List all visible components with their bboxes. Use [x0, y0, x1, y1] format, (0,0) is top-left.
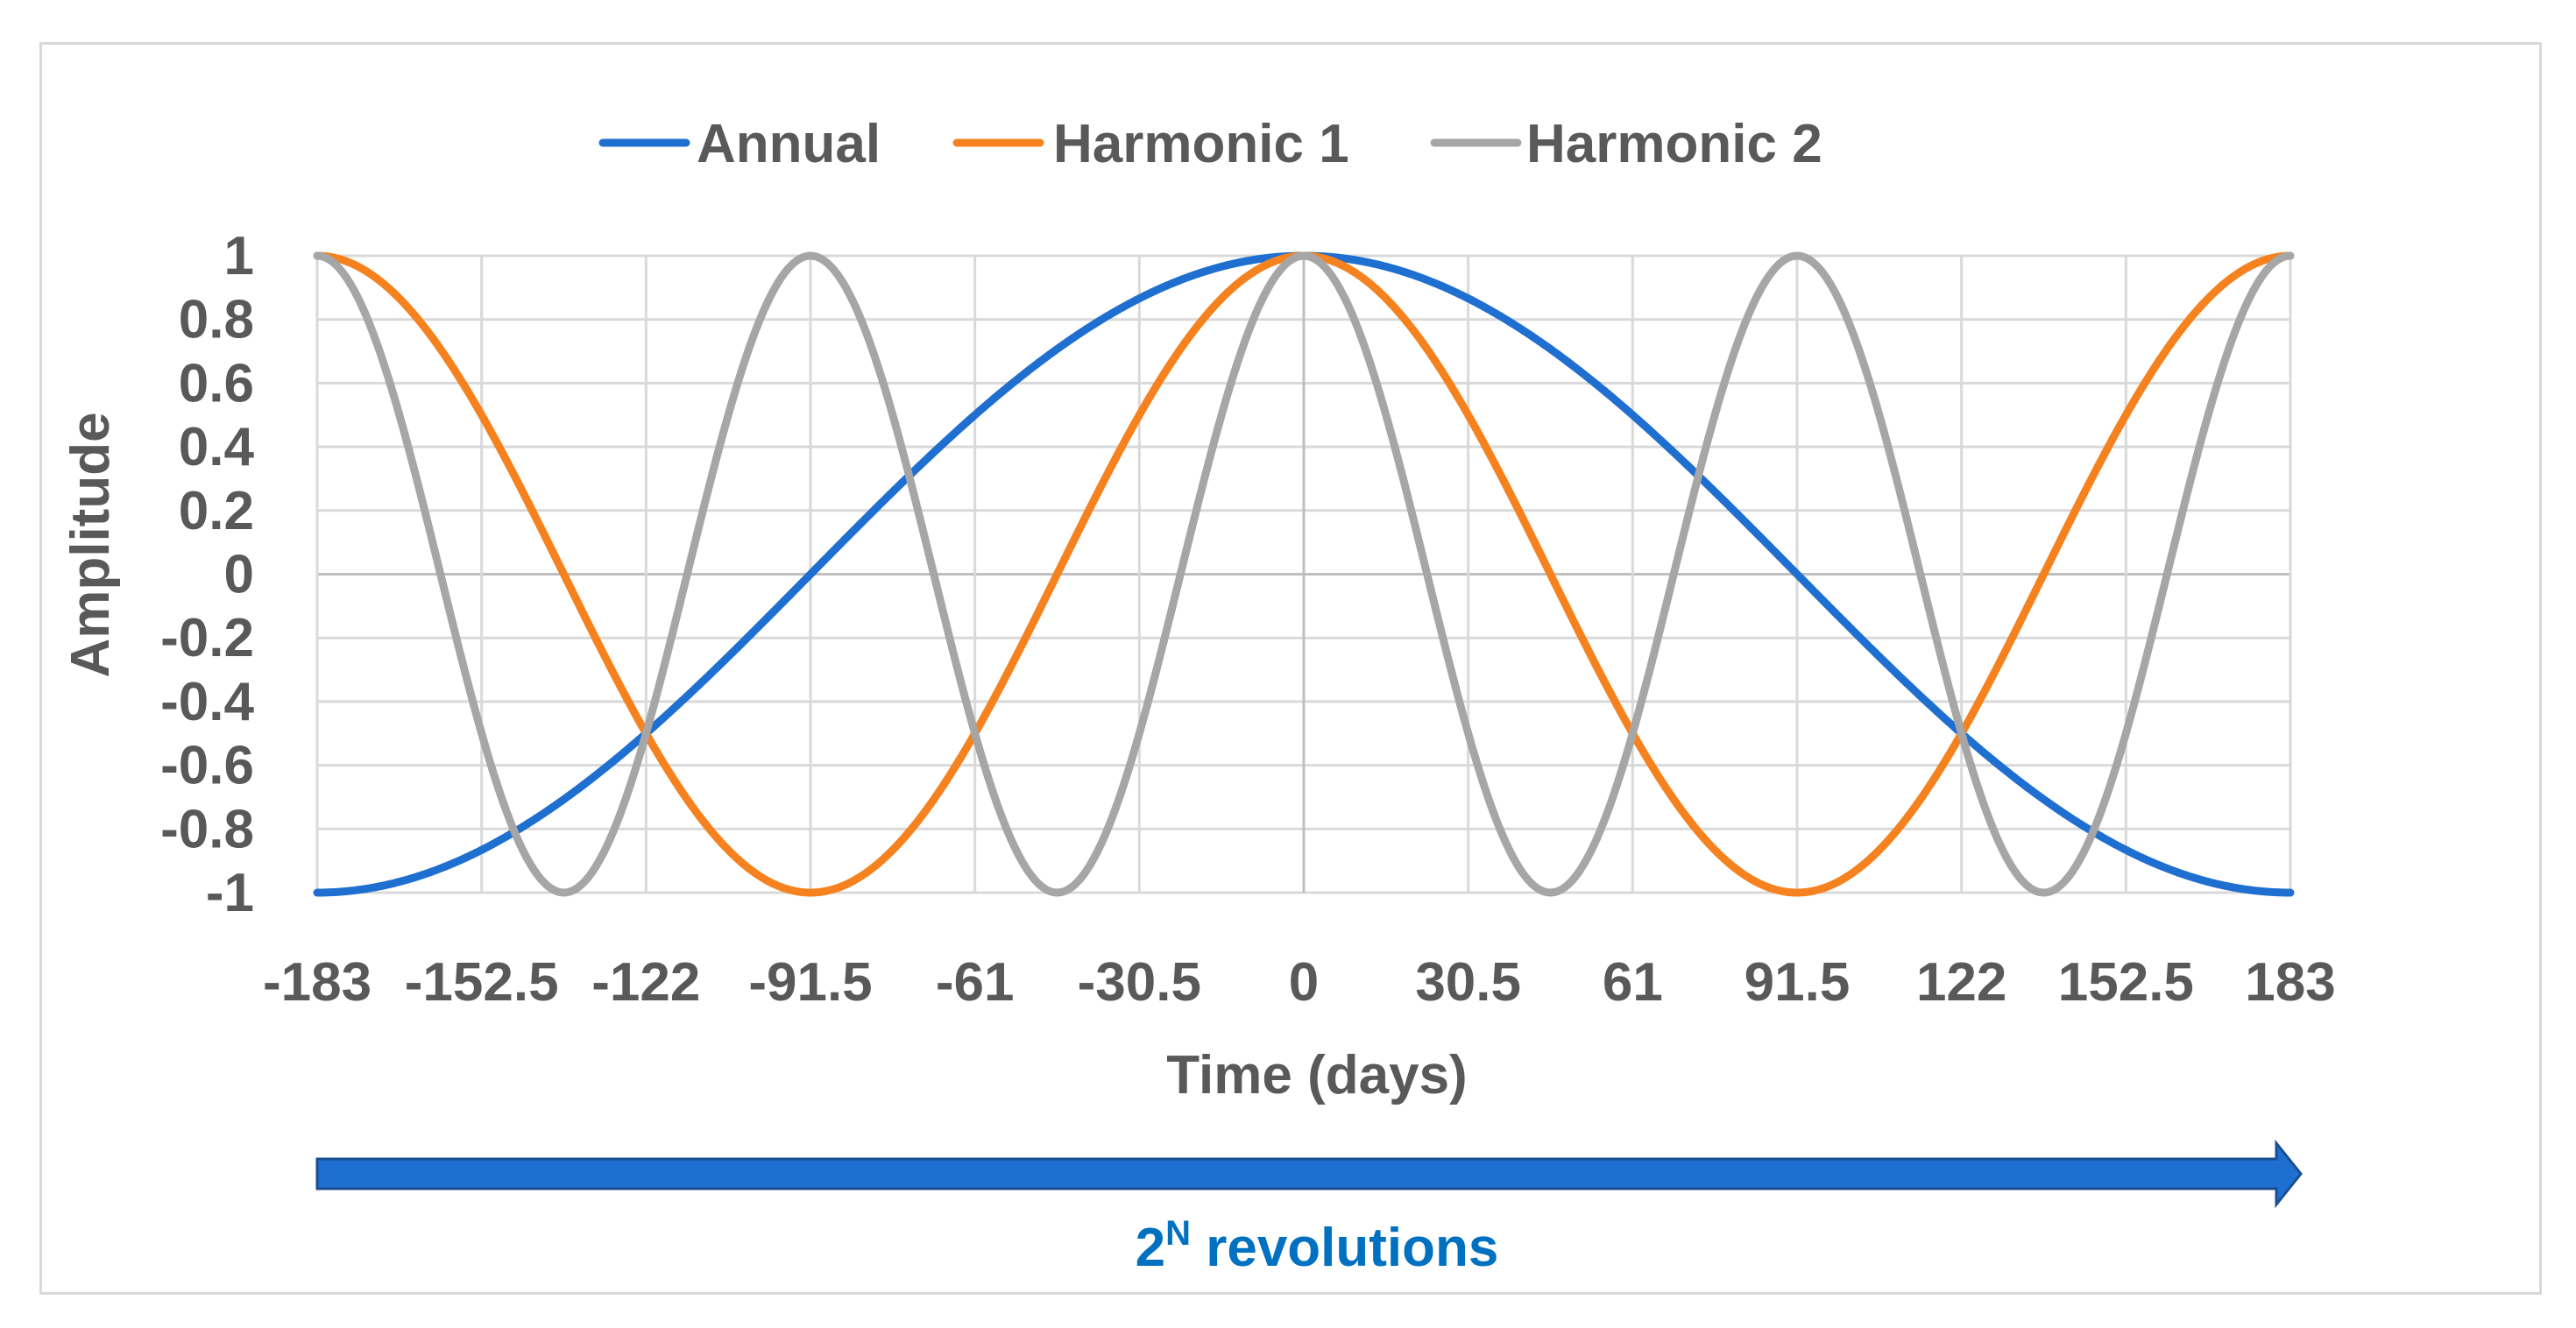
series-lines: [313, 251, 2295, 897]
grid-lines: [315, 254, 2292, 894]
legend-label-harmonic-2: Harmonic 2: [1526, 114, 1822, 174]
y-tick-label: 1: [224, 226, 254, 286]
legend: Annual Harmonic 1 Harmonic 2: [598, 114, 1822, 174]
x-tick-label: 152.5: [2058, 952, 2194, 1013]
x-tick-label: 61: [1603, 952, 1663, 1013]
y-tick-label: 0.4: [179, 417, 255, 477]
x-tick-label: 0: [1289, 952, 1319, 1013]
x-tick-label: 122: [1916, 952, 2006, 1013]
x-tick-label: 183: [2245, 952, 2335, 1013]
x-tick-label: -183: [263, 952, 372, 1013]
y-tick-label: -0.4: [160, 672, 254, 732]
revolutions-arrow-label: 2N revolutions: [1136, 1214, 1499, 1278]
legend-label-annual: Annual: [697, 114, 881, 174]
y-tick-label: -0.8: [160, 799, 254, 859]
x-tick-label: 30.5: [1415, 952, 1521, 1013]
series-line-harmonic-2: [313, 251, 2295, 897]
y-tick-label: -1: [206, 863, 254, 923]
arrow-label-rest: revolutions: [1191, 1218, 1498, 1278]
y-axis-title: Amplitude: [60, 412, 121, 677]
y-tick-label: -0.2: [160, 608, 254, 668]
y-axis-tick-labels: 10.80.60.40.20-0.2-0.4-0.6-0.8-1: [160, 226, 254, 923]
x-tick-label: -122: [591, 952, 700, 1013]
arrow-label-base: 2: [1136, 1218, 1165, 1278]
revolutions-arrow: 2N revolutions: [315, 1139, 2303, 1278]
x-axis-title: Time (days): [1166, 1045, 1467, 1105]
x-tick-label: 91.5: [1744, 952, 1851, 1013]
x-tick-label: -30.5: [1078, 952, 1201, 1013]
y-tick-label: 0.6: [179, 353, 254, 413]
x-axis-tick-labels: -183 -152.5 -122 -91.5 -61 -30.5 0 30.5 61 91.5 12…: [263, 952, 2336, 1013]
arrow-label-superscript: N: [1165, 1214, 1191, 1253]
y-tick-label: -0.6: [160, 736, 254, 796]
revolutions-arrow-shape: [315, 1139, 2303, 1209]
y-tick-label: 0: [224, 545, 254, 605]
legend-label-harmonic-1: Harmonic 1: [1053, 114, 1349, 174]
x-tick-label: -91.5: [748, 952, 872, 1013]
x-tick-label: -61: [936, 952, 1015, 1013]
x-tick-label: -152.5: [405, 952, 559, 1013]
y-tick-label: 0.2: [179, 481, 254, 541]
y-tick-label: 0.8: [179, 290, 254, 350]
